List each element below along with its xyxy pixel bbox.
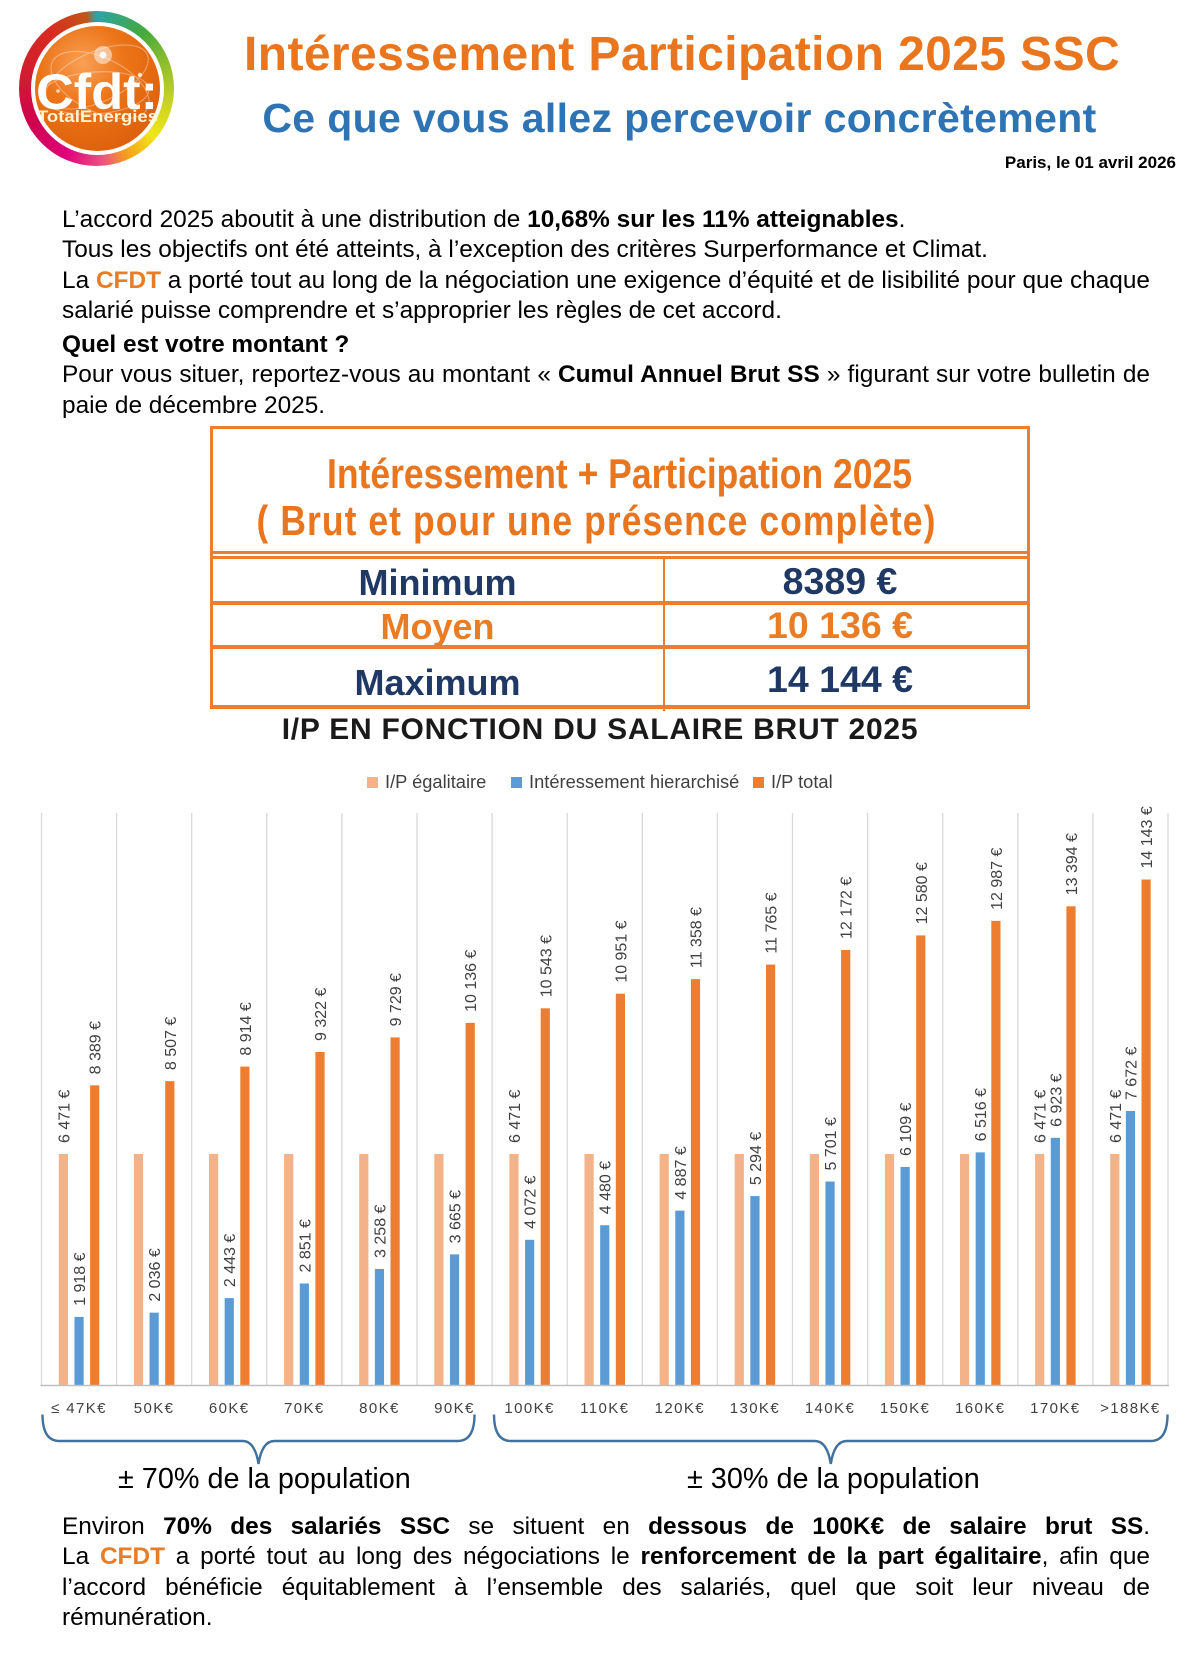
svg-text:11 765 €: 11 765 €: [764, 892, 781, 953]
svg-text:10 951 €: 10 951 €: [613, 920, 630, 982]
svg-text:12 580 €: 12 580 €: [914, 862, 931, 924]
svg-text:4 480 €: 4 480 €: [598, 1161, 615, 1214]
svg-text:Cfdt:: Cfdt:: [36, 64, 158, 120]
svg-text:150K€: 150K€: [880, 1400, 930, 1417]
svg-text:3 258 €: 3 258 €: [372, 1204, 389, 1257]
svg-text:12 172 €: 12 172 €: [839, 877, 856, 939]
svg-text:140K€: 140K€: [805, 1400, 855, 1417]
svg-text:80K€: 80K€: [359, 1400, 400, 1417]
svg-text:9 729 €: 9 729 €: [388, 973, 405, 1026]
svg-text:5 294 €: 5 294 €: [748, 1132, 765, 1185]
svg-text:9 322 €: 9 322 €: [313, 987, 330, 1040]
svg-text:11 358 €: 11 358 €: [689, 907, 706, 968]
svg-text:3 665 €: 3 665 €: [448, 1190, 465, 1243]
svg-text:13 394 €: 13 394 €: [1064, 833, 1081, 895]
svg-text:TotalEnergies: TotalEnergies: [37, 107, 158, 126]
svg-text:6 471 €: 6 471 €: [507, 1089, 524, 1142]
svg-text:70K€: 70K€: [284, 1400, 325, 1417]
svg-text:8 914 €: 8 914 €: [238, 1002, 255, 1055]
svg-text:6 471 €: 6 471 €: [1108, 1089, 1125, 1142]
svg-text:8 389 €: 8 389 €: [88, 1021, 105, 1074]
svg-text:2 443 €: 2 443 €: [222, 1234, 239, 1287]
svg-text:6 923 €: 6 923 €: [1048, 1073, 1065, 1126]
svg-text:7 672 €: 7 672 €: [1123, 1047, 1140, 1100]
svg-text:10 136 €: 10 136 €: [463, 949, 480, 1011]
svg-text:2 851 €: 2 851 €: [297, 1219, 314, 1272]
svg-text:6 516 €: 6 516 €: [973, 1088, 990, 1141]
svg-text:160K€: 160K€: [955, 1400, 1005, 1417]
svg-text:50K€: 50K€: [134, 1400, 175, 1417]
svg-text:170K€: 170K€: [1030, 1400, 1080, 1417]
svg-text:110K€: 110K€: [580, 1400, 629, 1417]
svg-text:6 471 €: 6 471 €: [1033, 1089, 1050, 1142]
svg-text:90K€: 90K€: [434, 1400, 475, 1417]
svg-text:60K€: 60K€: [209, 1400, 250, 1417]
svg-text:≤ 47K€: ≤ 47K€: [51, 1400, 107, 1417]
svg-text:1 918 €: 1 918 €: [72, 1252, 89, 1305]
svg-text:14 143 €: 14 143 €: [1139, 806, 1156, 868]
svg-text:4 072 €: 4 072 €: [523, 1175, 540, 1228]
svg-text:5 701 €: 5 701 €: [823, 1117, 840, 1170]
svg-text:120K€: 120K€: [655, 1400, 705, 1417]
svg-text:100K€: 100K€: [504, 1400, 554, 1417]
svg-text:12 987 €: 12 987 €: [989, 847, 1006, 909]
svg-text:2 036 €: 2 036 €: [147, 1248, 164, 1301]
svg-text:>188K€: >188K€: [1100, 1400, 1161, 1417]
svg-text:130K€: 130K€: [730, 1400, 780, 1417]
svg-text:10 543 €: 10 543 €: [538, 935, 555, 997]
svg-text:6 109 €: 6 109 €: [898, 1102, 915, 1155]
svg-text:4 887 €: 4 887 €: [673, 1146, 690, 1199]
svg-text:8 507 €: 8 507 €: [163, 1017, 180, 1070]
svg-text:6 471 €: 6 471 €: [56, 1089, 73, 1142]
